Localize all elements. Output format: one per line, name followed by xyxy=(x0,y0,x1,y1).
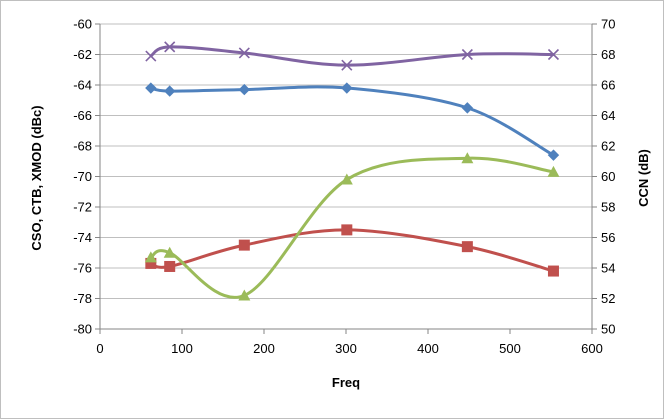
data-point-diamond xyxy=(341,82,353,94)
y-tick-label: -66 xyxy=(73,108,92,123)
data-point-triangle xyxy=(547,165,560,177)
data-point-square xyxy=(238,239,250,251)
y-tick-label: -74 xyxy=(73,230,92,245)
data-point-diamond xyxy=(461,102,474,114)
y-tick-label: -72 xyxy=(73,200,92,215)
data-point-triangle xyxy=(163,246,176,258)
y-tick-label: -70 xyxy=(73,169,92,184)
data-point-x xyxy=(238,47,250,59)
x-tick-label: 400 xyxy=(417,341,439,356)
x-tick-label: 0 xyxy=(96,341,103,356)
series-line xyxy=(150,85,555,157)
x-tick-label: 300 xyxy=(335,341,357,356)
series-3 xyxy=(144,152,560,301)
series-4 xyxy=(145,41,560,71)
y2-tick-label: 62 xyxy=(601,139,615,154)
data-point-square xyxy=(145,257,157,269)
data-point-square xyxy=(547,265,559,277)
gridlines xyxy=(100,23,592,330)
data-point-diamond xyxy=(163,85,176,97)
y-tick-label: -62 xyxy=(73,47,92,62)
y2-tick-label: 58 xyxy=(601,200,615,215)
data-point-x xyxy=(145,50,157,62)
y2-tick-label: 56 xyxy=(601,230,615,245)
y-tick-label: -78 xyxy=(73,291,92,306)
y2-tick-label: 64 xyxy=(601,108,615,123)
data-point-x xyxy=(461,48,473,61)
y-tick-label: -80 xyxy=(73,322,92,337)
data-point-triangle xyxy=(340,173,353,185)
y2-tick-label: 70 xyxy=(601,17,615,32)
y-tick-label: -60 xyxy=(73,17,92,32)
series-1 xyxy=(145,82,560,161)
data-point-triangle xyxy=(238,289,251,301)
data-point-x xyxy=(547,48,560,61)
y2-tick-label: 66 xyxy=(601,78,615,93)
data-point-triangle xyxy=(461,152,474,164)
y-tick-label: -68 xyxy=(73,139,92,154)
x-axis-title: Freq xyxy=(332,375,360,390)
y2-tick-label: 52 xyxy=(601,291,615,306)
series-layer xyxy=(144,41,560,301)
y-axis-title: CSO, CTB, XMOD (dBc) xyxy=(29,105,44,250)
data-point-diamond xyxy=(238,83,251,96)
data-point-square xyxy=(341,224,353,236)
data-point-diamond xyxy=(145,82,157,94)
data-point-x xyxy=(164,41,176,53)
y2-tick-label: 60 xyxy=(601,169,615,184)
y-tick-label: -64 xyxy=(73,78,92,93)
axes xyxy=(95,23,597,334)
x-tick-label: 500 xyxy=(499,341,521,356)
x-tick-label: 200 xyxy=(253,341,275,356)
series-line xyxy=(149,45,554,67)
data-point-square xyxy=(461,241,473,253)
x-tick-label: 600 xyxy=(581,341,603,356)
y2-tick-label: 68 xyxy=(601,47,615,62)
data-point-square xyxy=(164,260,176,272)
x-tick-label: 100 xyxy=(171,341,193,356)
y-tick-label: -76 xyxy=(73,261,92,276)
y2-axis-title: CCN (dB) xyxy=(636,149,651,207)
data-point-triangle xyxy=(144,251,157,263)
y2-tick-label: 50 xyxy=(601,322,615,337)
data-point-diamond xyxy=(547,149,560,161)
tick-labels: -60 70 -62 68 -64 66 -66 64 -68 62 -70 60 -72 58 -74 56… xyxy=(73,17,615,357)
series-2 xyxy=(145,224,559,277)
y2-tick-label: 54 xyxy=(601,261,615,276)
data-point-x xyxy=(341,59,353,71)
series-line xyxy=(150,228,554,273)
